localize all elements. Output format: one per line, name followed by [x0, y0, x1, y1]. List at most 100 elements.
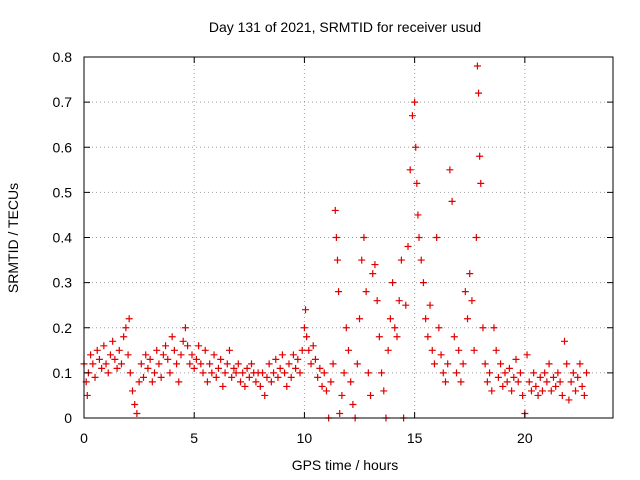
data-point [91, 373, 99, 381]
data-point [492, 346, 500, 354]
data-point [248, 360, 256, 368]
chart-title: Day 131 of 2021, SRMTID for receiver usu… [209, 19, 481, 35]
data-point [333, 256, 341, 264]
data-point [414, 211, 422, 219]
data-point [426, 301, 434, 309]
data-point [525, 378, 533, 386]
data-point [476, 152, 484, 160]
data-point [259, 369, 267, 377]
data-point [435, 324, 443, 332]
data-point [311, 355, 319, 363]
data-point [340, 369, 348, 377]
data-point [393, 333, 401, 341]
data-point [415, 234, 423, 241]
data-point [93, 346, 101, 354]
data-point [543, 378, 551, 386]
data-point [225, 346, 233, 354]
data-point [558, 391, 566, 399]
data-point [281, 369, 289, 377]
x-tick-label: 5 [190, 430, 198, 446]
data-point [378, 369, 386, 377]
data-point [541, 369, 549, 377]
data-point [230, 364, 238, 372]
y-tick-label: 0.6 [53, 139, 73, 155]
data-point [98, 364, 106, 372]
y-tick-label: 0.2 [53, 320, 73, 336]
data-point [335, 288, 343, 296]
data-point [486, 369, 494, 377]
data-point [345, 346, 352, 354]
data-point [455, 346, 463, 354]
data-point [173, 360, 181, 368]
y-axis-label: SRMTID / TECUs [5, 183, 21, 293]
data-point [408, 112, 416, 120]
data-point [109, 337, 117, 345]
data-point [120, 333, 128, 341]
data-point [261, 391, 269, 399]
data-point [201, 346, 209, 354]
data-point [331, 206, 339, 214]
data-point [113, 364, 121, 372]
data-point [494, 373, 502, 381]
y-tick-label: 0.8 [53, 49, 73, 65]
y-tick-label: 0.1 [53, 365, 73, 381]
data-point [583, 369, 591, 377]
data-point [362, 288, 370, 296]
data-point [505, 364, 513, 372]
data-point [124, 351, 132, 359]
data-point [267, 378, 275, 386]
data-point [214, 364, 222, 372]
data-point [318, 382, 326, 390]
data-point [223, 360, 231, 368]
data-point [212, 373, 220, 381]
data-point [422, 315, 430, 323]
y-tick-label: 0.7 [53, 94, 73, 110]
data-point [256, 382, 264, 390]
data-point [391, 324, 399, 332]
data-point [576, 360, 584, 368]
data-point [276, 364, 284, 372]
data-point [384, 346, 392, 354]
data-point [450, 333, 458, 341]
data-point [367, 391, 375, 399]
data-point [572, 387, 580, 395]
data-point [106, 351, 114, 359]
data-point [203, 378, 211, 386]
data-point [87, 351, 95, 359]
data-point [464, 315, 472, 323]
data-point [417, 256, 425, 264]
data-point [373, 297, 381, 305]
data-point [243, 364, 251, 372]
x-tick-label: 20 [517, 430, 533, 446]
data-point [380, 387, 388, 395]
data-point [342, 324, 350, 332]
data-point [479, 324, 487, 332]
data-point [499, 382, 507, 390]
data-point [475, 89, 483, 97]
data-point [369, 270, 377, 278]
data-point [316, 364, 324, 372]
data-point [364, 369, 372, 377]
data-point [210, 351, 218, 359]
data-point [488, 387, 496, 395]
data-point [406, 166, 414, 174]
data-point [192, 355, 200, 363]
data-point [181, 324, 189, 332]
data-point [397, 256, 405, 264]
data-point [501, 369, 509, 377]
data-point [419, 279, 427, 287]
data-point [186, 360, 194, 368]
data-point [157, 373, 165, 381]
x-tick-label: 10 [297, 430, 313, 446]
data-point [514, 378, 522, 386]
data-point [159, 351, 167, 359]
data-point [448, 197, 456, 205]
data-point [437, 351, 445, 359]
data-point [338, 391, 346, 399]
data-point [534, 391, 542, 399]
data-point [530, 369, 538, 377]
data-point [510, 373, 518, 381]
data-point [100, 342, 108, 350]
data-point [519, 391, 527, 399]
data-point [144, 364, 152, 372]
